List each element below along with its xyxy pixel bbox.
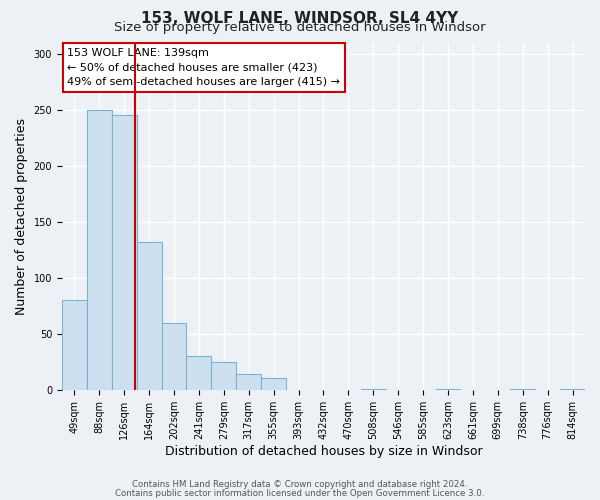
Bar: [112, 116, 137, 390]
Text: 153, WOLF LANE, WINDSOR, SL4 4YY: 153, WOLF LANE, WINDSOR, SL4 4YY: [142, 11, 458, 26]
Bar: [137, 242, 161, 390]
Bar: [236, 374, 261, 390]
Text: Contains public sector information licensed under the Open Government Licence 3.: Contains public sector information licen…: [115, 488, 485, 498]
Text: 153 WOLF LANE: 139sqm
← 50% of detached houses are smaller (423)
49% of semi-det: 153 WOLF LANE: 139sqm ← 50% of detached …: [67, 48, 340, 88]
Bar: [510, 388, 535, 390]
Bar: [161, 322, 187, 390]
Bar: [62, 300, 87, 390]
Bar: [87, 110, 112, 390]
Text: Contains HM Land Registry data © Crown copyright and database right 2024.: Contains HM Land Registry data © Crown c…: [132, 480, 468, 489]
Bar: [187, 356, 211, 390]
Bar: [560, 388, 585, 390]
Bar: [436, 388, 460, 390]
Bar: [211, 362, 236, 390]
Bar: [261, 378, 286, 390]
Y-axis label: Number of detached properties: Number of detached properties: [15, 118, 28, 314]
X-axis label: Distribution of detached houses by size in Windsor: Distribution of detached houses by size …: [164, 444, 482, 458]
Text: Size of property relative to detached houses in Windsor: Size of property relative to detached ho…: [114, 22, 486, 35]
Bar: [361, 388, 386, 390]
